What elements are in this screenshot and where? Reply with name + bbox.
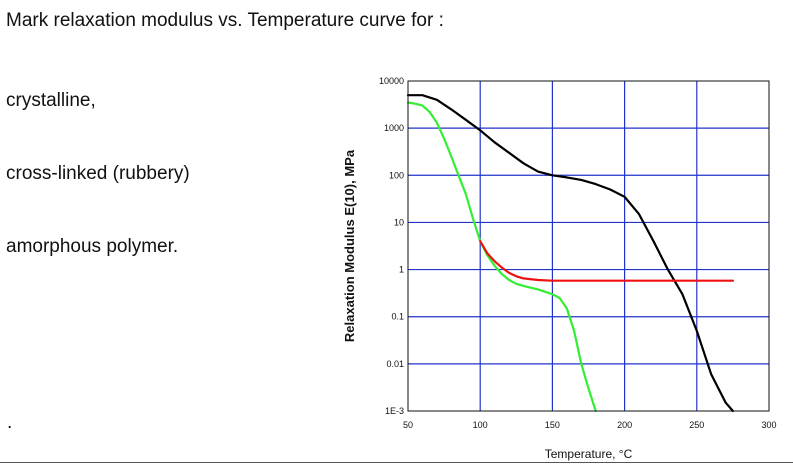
x-tick-label: 50 xyxy=(403,420,413,430)
y-tick-label: 1E-3 xyxy=(385,406,404,416)
x-tick-label: 150 xyxy=(545,420,560,430)
green-curve xyxy=(406,101,597,413)
y-tick-label: 0.01 xyxy=(386,359,404,369)
y-axis-label: Relaxation Modulus E(10), MPa xyxy=(342,149,357,342)
bottom-divider xyxy=(0,462,793,463)
y-tick-label: 100 xyxy=(389,170,404,180)
red-curve xyxy=(479,240,735,282)
x-tick-label: 300 xyxy=(761,420,776,430)
plot-frame xyxy=(407,80,770,412)
stray-mark: . xyxy=(7,412,13,433)
item-amorphous: amorphous polymer. xyxy=(6,236,179,257)
item-cross-linked: cross-linked (rubbery) xyxy=(6,163,190,184)
y-tick-label: 10000 xyxy=(379,76,404,86)
x-tick-label: 100 xyxy=(473,420,488,430)
y-tick-label: 1 xyxy=(399,265,404,275)
y-tick-label: 1000 xyxy=(384,123,404,133)
x-tick-label: 200 xyxy=(617,420,632,430)
y-tick-label: 0.1 xyxy=(391,312,404,322)
question-text: Mark relaxation modulus vs. Temperature … xyxy=(6,10,444,31)
black-curve xyxy=(406,94,735,413)
x-axis-label: Temperature, °C xyxy=(545,447,633,461)
x-tick-label: 250 xyxy=(689,420,704,430)
item-crystalline: crystalline, xyxy=(6,90,96,111)
y-tick-label: 10 xyxy=(394,217,404,227)
